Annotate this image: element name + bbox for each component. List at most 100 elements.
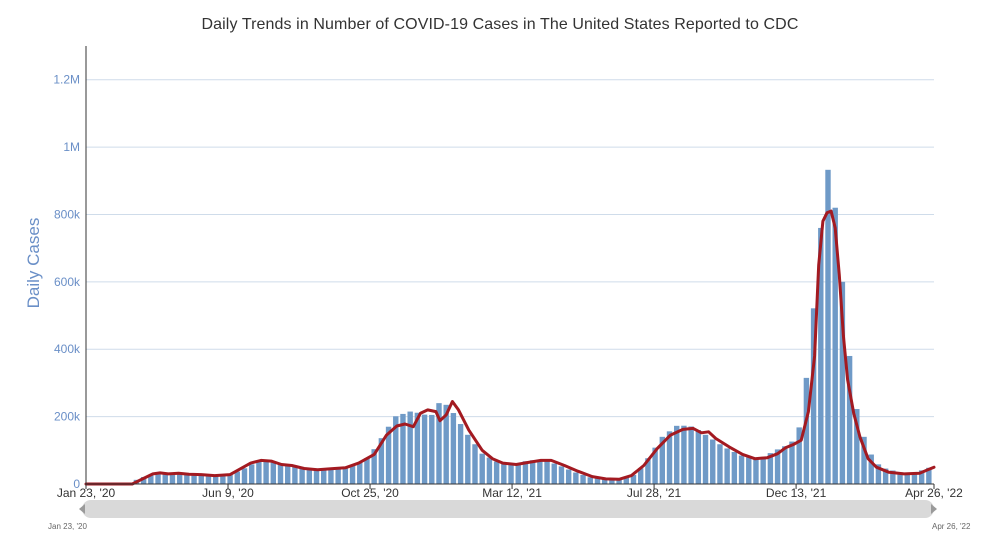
daily-cases-bar (472, 444, 478, 484)
daily-cases-bar (803, 377, 810, 484)
daily-cases-bar (558, 466, 565, 484)
y-tick-label: 200k (54, 410, 81, 424)
daily-cases-bar (601, 479, 608, 484)
daily-cases-bar (393, 416, 399, 484)
daily-cases-bar (400, 413, 406, 484)
daily-cases-bars (90, 169, 932, 485)
daily-cases-bar (285, 464, 291, 484)
daily-cases-bar (371, 449, 377, 484)
daily-cases-bar (205, 475, 212, 484)
daily-cases-bar (169, 473, 176, 484)
daily-cases-bar (551, 463, 557, 484)
daily-cases-bar (385, 426, 392, 484)
x-tick-label: Jan 23, '20 (57, 486, 116, 500)
daily-cases-bar (342, 467, 349, 484)
x-tick-label: Jun 9, '20 (202, 486, 254, 500)
axes: 0 200k 400k 600k 800k 1M 1.2M Jan 23, '20 Jun 9,… (53, 46, 963, 500)
moving-average-line (84, 209, 936, 486)
daily-cases-bar (306, 468, 313, 484)
y-tick-label: 800k (54, 207, 81, 221)
daily-cases-bar (515, 463, 521, 484)
daily-cases-bar (191, 474, 197, 484)
daily-cases-bar (248, 464, 255, 484)
range-end-label: Apr 26, '22 (932, 522, 971, 531)
daily-cases-bar (378, 438, 385, 484)
daily-cases-bar (854, 409, 860, 484)
daily-cases-bar (227, 473, 233, 484)
daily-cases-bar (890, 470, 896, 484)
daily-cases-bar (465, 434, 471, 484)
daily-cases-bar (184, 473, 190, 484)
daily-cases-bar (220, 475, 226, 484)
daily-cases-bar (782, 446, 788, 484)
range-start-handle[interactable] (79, 504, 85, 514)
daily-cases-bar (652, 447, 658, 484)
daily-cases-bar (825, 169, 831, 485)
daily-cases-bar (637, 468, 644, 484)
daily-cases-bar (299, 467, 305, 484)
daily-cases-bar (501, 463, 507, 484)
daily-cases-bar (321, 469, 327, 484)
daily-cases-bar (263, 460, 269, 484)
daily-cases-bar (760, 457, 766, 484)
chart-title: Daily Trends in Number of COVID-19 Cases… (201, 16, 799, 33)
daily-cases-bar (645, 458, 651, 484)
x-tick-label: Jul 28, '21 (627, 486, 682, 500)
range-start-label: Jan 23, '20 (48, 522, 87, 531)
x-tick-label: Dec 13, '21 (766, 486, 827, 500)
daily-cases-bar (270, 462, 277, 484)
daily-cases-bar (277, 463, 284, 484)
daily-cases-bar (508, 464, 514, 484)
y-tick-label: 1.2M (53, 73, 80, 87)
daily-cases-bar (580, 474, 586, 484)
daily-cases-bar (198, 474, 204, 484)
daily-cases-bar (529, 460, 536, 484)
daily-cases-bar (522, 461, 529, 484)
daily-cases-bar (911, 473, 918, 484)
daily-cases-bar (565, 469, 572, 484)
daily-cases-bar (486, 457, 493, 484)
daily-cases-bar (443, 404, 449, 484)
daily-cases-bar (695, 430, 702, 484)
daily-cases-bar (414, 412, 421, 484)
daily-cases-bar (868, 454, 874, 484)
daily-cases-bar (212, 475, 219, 484)
x-tick-label: Mar 12, '21 (482, 486, 542, 500)
date-range-slider[interactable] (82, 500, 934, 518)
daily-cases-bar (616, 478, 622, 484)
daily-cases-bar (493, 461, 500, 484)
daily-cases-bar (681, 425, 687, 484)
daily-cases-bar (234, 471, 240, 484)
daily-cases-bar (688, 426, 694, 484)
daily-cases-bar (861, 436, 867, 484)
daily-cases-bar (292, 466, 298, 484)
daily-cases-bar (796, 427, 802, 484)
daily-cases-bar (162, 473, 168, 484)
daily-cases-bar (436, 403, 442, 484)
moving-average-line-group (84, 209, 936, 486)
range-end-handle[interactable] (931, 504, 937, 514)
daily-cases-bar (457, 424, 464, 484)
daily-cases-bar (537, 459, 543, 484)
daily-cases-bar (717, 444, 723, 484)
daily-cases-bar (926, 467, 932, 484)
daily-cases-bar (479, 453, 485, 484)
daily-cases-bar (846, 355, 853, 484)
daily-cases-bar (357, 462, 363, 484)
daily-cases-bar (897, 472, 903, 484)
daily-cases-bar (710, 439, 716, 484)
daily-cases-bar (674, 425, 680, 484)
x-tick-label: Apr 26, '22 (905, 486, 963, 500)
daily-cases-bar (702, 434, 709, 484)
daily-cases-bar (839, 281, 846, 484)
daily-cases-bar (746, 457, 752, 484)
daily-cases-bar (544, 460, 550, 484)
daily-cases-bar (313, 469, 320, 484)
daily-cases-bar (810, 308, 817, 484)
daily-cases-bar (875, 464, 882, 484)
x-tick-label: Oct 25, '20 (341, 486, 399, 500)
daily-cases-bar (256, 461, 262, 484)
daily-cases-bar (573, 472, 579, 484)
daily-cases-bar (450, 413, 457, 484)
